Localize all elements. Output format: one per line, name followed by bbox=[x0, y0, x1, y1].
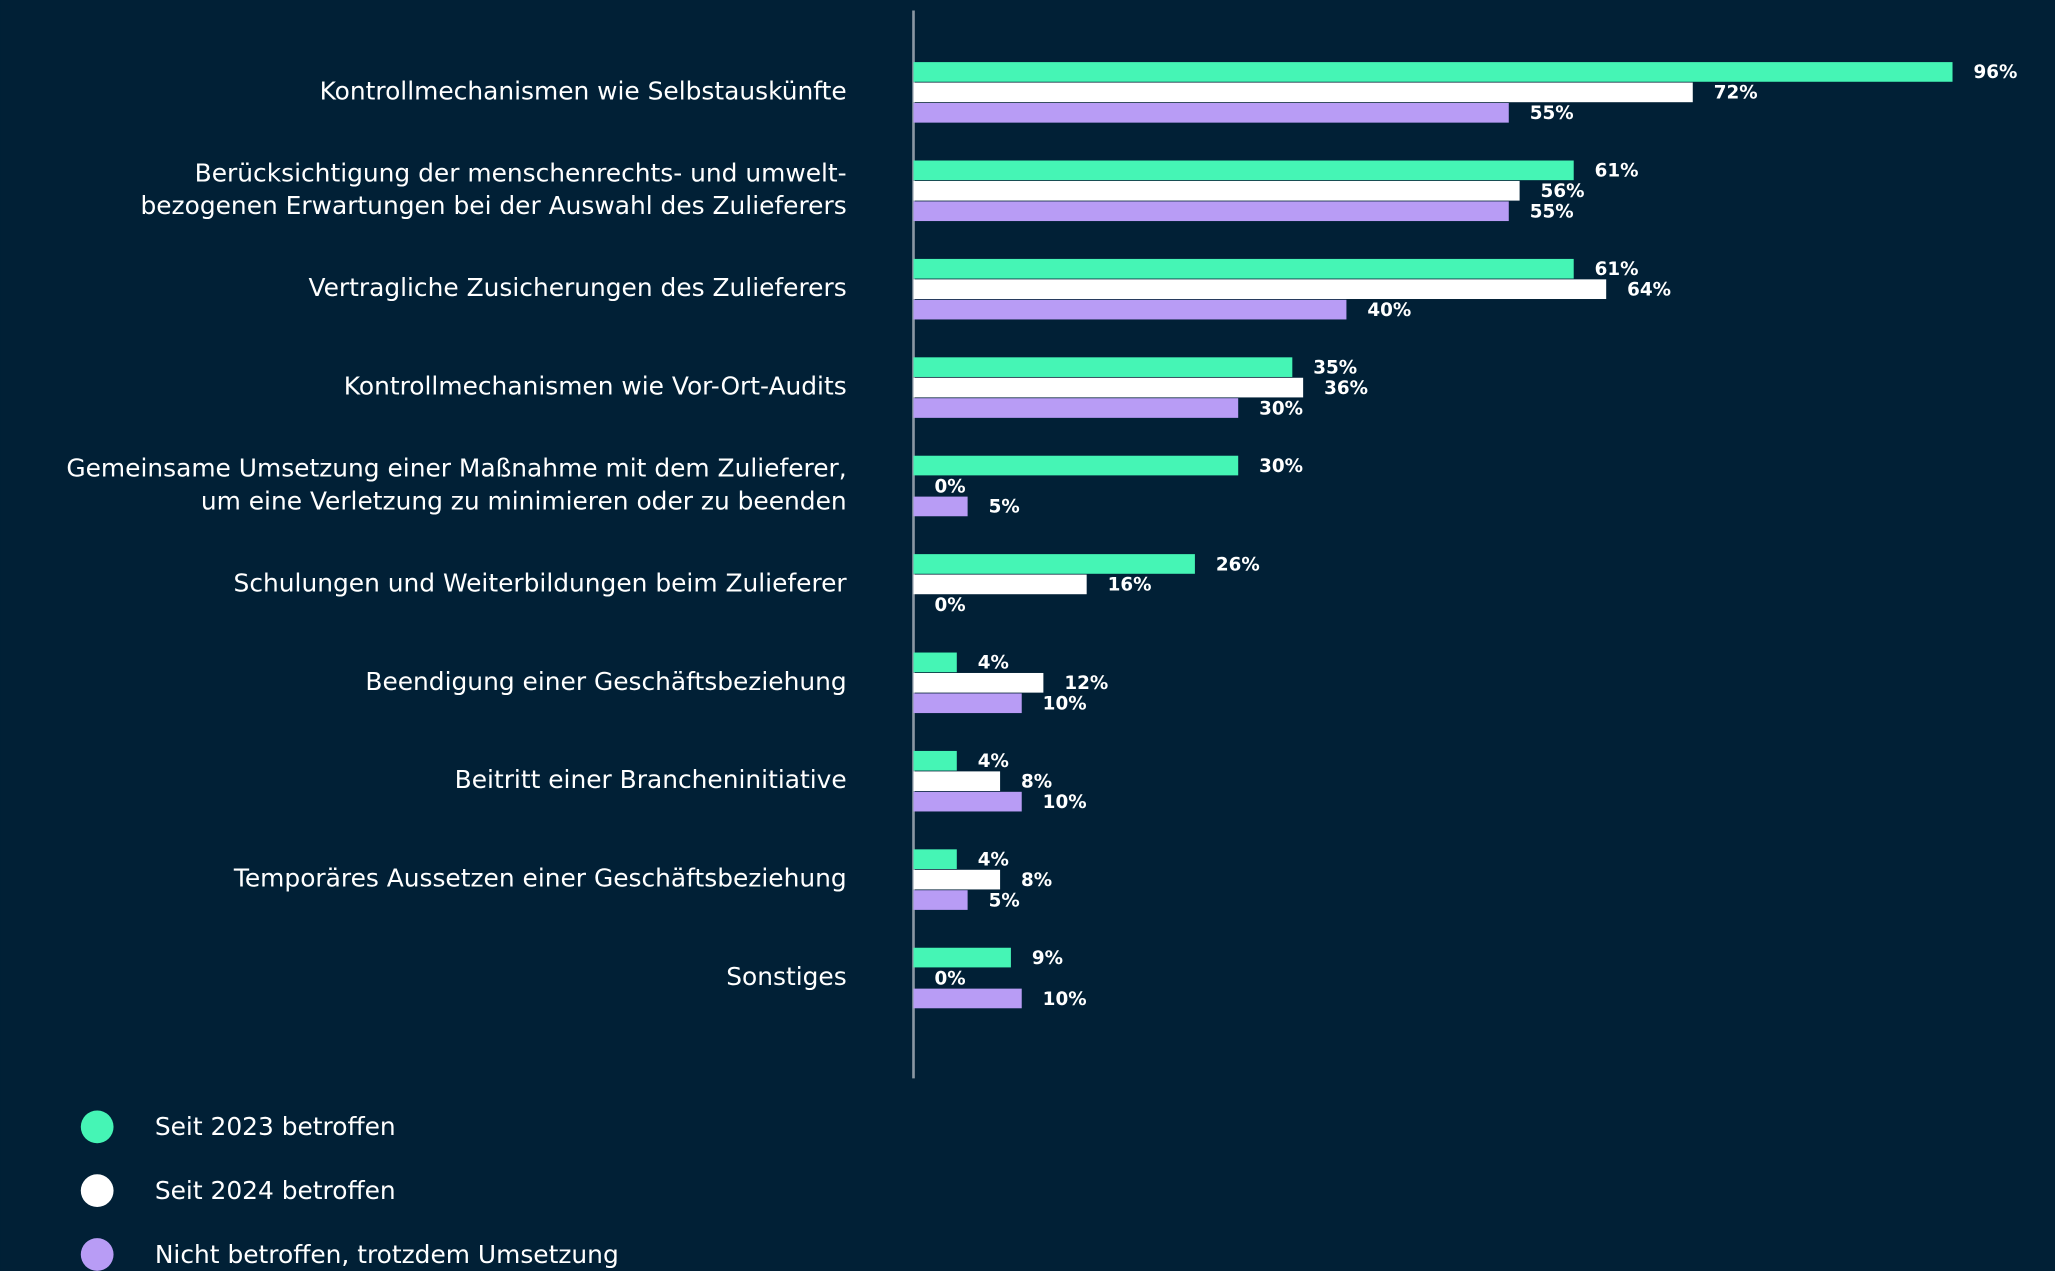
legend-label: Seit 2023 betroffen bbox=[155, 1112, 396, 1141]
value-label: 4% bbox=[978, 751, 1009, 772]
bar bbox=[913, 398, 1239, 418]
value-label: 10% bbox=[1043, 694, 1087, 715]
value-label: 5% bbox=[989, 890, 1020, 911]
category-label: Berücksichtigung der menschenrechts- und… bbox=[140, 158, 846, 220]
value-label: 0% bbox=[934, 476, 965, 497]
value-label: 30% bbox=[1259, 398, 1303, 419]
value-label: 8% bbox=[1021, 772, 1052, 793]
value-label: 55% bbox=[1530, 202, 1574, 223]
bar bbox=[913, 693, 1022, 714]
bar bbox=[913, 890, 968, 910]
value-label: 36% bbox=[1324, 378, 1368, 399]
value-label: 4% bbox=[978, 849, 1009, 870]
category-label: Temporäres Aussetzen einer Geschäftsbezi… bbox=[233, 864, 847, 893]
bar bbox=[913, 869, 1001, 890]
bar bbox=[913, 102, 1509, 123]
value-label: 5% bbox=[989, 497, 1020, 518]
value-label: 26% bbox=[1216, 554, 1260, 575]
value-label: 0% bbox=[934, 968, 965, 989]
value-label: 55% bbox=[1530, 103, 1574, 124]
category-label: Vertragliche Zusicherungen des Zuliefere… bbox=[308, 273, 846, 302]
bar bbox=[913, 652, 957, 673]
category-label: Kontrollmechanismen wie Vor-Ort-Audits bbox=[344, 372, 847, 401]
bar bbox=[913, 455, 1239, 476]
bar bbox=[913, 771, 1001, 792]
category-label: Sonstiges bbox=[726, 962, 846, 991]
bar bbox=[913, 258, 1574, 279]
category-label: Gemeinsame Umsetzung einer Maßnahme mit … bbox=[66, 454, 846, 516]
category-label: Beitritt einer Brancheninitiative bbox=[455, 765, 847, 794]
value-label: 56% bbox=[1541, 181, 1585, 202]
bar bbox=[913, 496, 968, 517]
bar bbox=[913, 791, 1022, 812]
legend-swatch bbox=[80, 1238, 114, 1271]
legend-swatch bbox=[80, 1110, 114, 1144]
legend-swatch bbox=[80, 1174, 114, 1208]
bar bbox=[913, 554, 1195, 574]
value-label: 96% bbox=[1973, 62, 2017, 83]
bar bbox=[913, 357, 1293, 377]
value-label: 0% bbox=[934, 595, 965, 616]
legend-label: Nicht betroffen, trotzdem Umsetzung bbox=[155, 1240, 619, 1269]
value-label: 12% bbox=[1064, 673, 1108, 694]
value-label: 10% bbox=[1043, 792, 1087, 813]
bar bbox=[913, 947, 1011, 968]
value-label: 16% bbox=[1108, 575, 1152, 596]
bar bbox=[913, 279, 1607, 300]
bar bbox=[913, 849, 957, 869]
bar bbox=[913, 377, 1304, 398]
bar bbox=[913, 201, 1509, 222]
value-label: 35% bbox=[1313, 357, 1357, 378]
category-label: Schulungen und Weiterbildungen beim Zuli… bbox=[234, 568, 848, 597]
value-label: 10% bbox=[1043, 989, 1087, 1010]
value-label: 72% bbox=[1714, 83, 1758, 104]
legend-label: Seit 2024 betroffen bbox=[155, 1176, 396, 1205]
value-label: 30% bbox=[1259, 456, 1303, 477]
value-label: 9% bbox=[1032, 948, 1063, 969]
category-label: Beendigung einer Geschäftsbeziehung bbox=[365, 667, 846, 696]
bar bbox=[913, 62, 1953, 82]
bar bbox=[913, 574, 1087, 595]
value-label: 61% bbox=[1595, 259, 1639, 280]
bar bbox=[913, 988, 1022, 1009]
bar bbox=[913, 82, 1693, 103]
bar bbox=[913, 299, 1347, 320]
bar bbox=[913, 160, 1574, 181]
value-label: 64% bbox=[1627, 279, 1671, 300]
category-label: Kontrollmechanismen wie Selbstauskünfte bbox=[320, 76, 847, 105]
bar bbox=[913, 672, 1044, 693]
bar bbox=[913, 180, 1520, 201]
bar bbox=[913, 750, 957, 771]
value-label: 4% bbox=[978, 653, 1009, 674]
value-label: 40% bbox=[1367, 300, 1411, 321]
value-label: 61% bbox=[1595, 161, 1639, 182]
value-label: 8% bbox=[1021, 870, 1052, 891]
